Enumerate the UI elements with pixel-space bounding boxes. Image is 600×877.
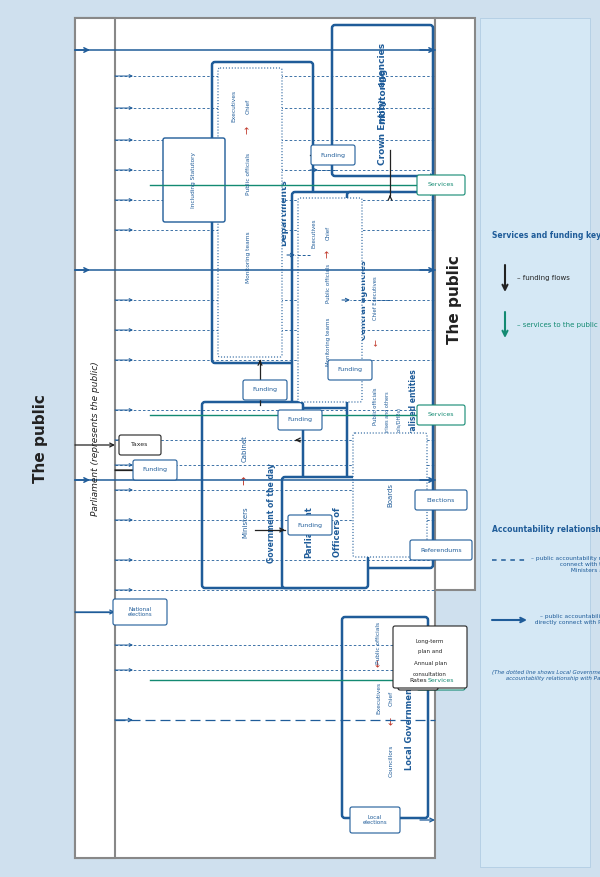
Text: Services: Services: [428, 412, 454, 417]
Text: Including Statutory: Including Statutory: [191, 152, 197, 208]
FancyBboxPatch shape: [417, 175, 465, 195]
FancyBboxPatch shape: [298, 198, 362, 402]
Bar: [480, 18, 590, 867]
Text: The public: The public: [32, 394, 47, 483]
FancyBboxPatch shape: [282, 477, 368, 588]
Text: Funding: Funding: [253, 388, 277, 393]
Text: Taxes: Taxes: [131, 443, 149, 447]
Text: Crown Entity: Crown Entity: [378, 100, 387, 165]
Text: (The dotted line shows Local Government's additional
 accountability relationshi: (The dotted line shows Local Government'…: [492, 670, 600, 681]
Text: Central agencies: Central agencies: [359, 260, 368, 340]
Text: Rates: Rates: [409, 678, 427, 682]
Text: Ministers: Ministers: [242, 506, 248, 538]
Text: →: →: [323, 250, 333, 258]
FancyBboxPatch shape: [347, 192, 433, 568]
Text: Services: Services: [428, 182, 454, 188]
FancyBboxPatch shape: [393, 626, 467, 688]
Text: plan and: plan and: [418, 650, 442, 654]
FancyBboxPatch shape: [398, 670, 438, 690]
Text: – public accountability relationships that
  directly connect with Parliament or: – public accountability relationships th…: [531, 614, 600, 624]
Text: National
elections: National elections: [128, 607, 152, 617]
Text: Chief: Chief: [246, 99, 251, 114]
FancyBboxPatch shape: [410, 540, 472, 560]
FancyBboxPatch shape: [288, 515, 332, 535]
Bar: [75, 18, 115, 858]
FancyBboxPatch shape: [292, 192, 393, 408]
Bar: [435, 18, 475, 590]
FancyBboxPatch shape: [163, 138, 225, 222]
Text: Funding: Funding: [337, 367, 362, 373]
Text: Boards: Boards: [387, 483, 393, 507]
FancyBboxPatch shape: [311, 145, 355, 165]
Text: – services to the public: – services to the public: [517, 322, 598, 328]
Text: Long-term: Long-term: [416, 638, 444, 644]
Text: ←: ←: [371, 339, 380, 346]
Text: agencies: agencies: [378, 42, 387, 87]
Text: Chief: Chief: [326, 225, 331, 240]
Text: Accountability relationships key: Accountability relationships key: [492, 525, 600, 534]
FancyBboxPatch shape: [119, 435, 161, 455]
FancyBboxPatch shape: [243, 380, 287, 400]
FancyBboxPatch shape: [278, 410, 322, 430]
Text: – funding flows: – funding flows: [517, 275, 570, 281]
FancyBboxPatch shape: [202, 402, 303, 588]
Text: The public: The public: [448, 255, 463, 345]
Text: Services and funding key: Services and funding key: [492, 231, 600, 239]
Text: ←: ←: [374, 659, 383, 667]
Text: Referendums: Referendums: [420, 547, 462, 553]
Text: Executives: Executives: [311, 218, 317, 247]
Text: Funding: Funding: [298, 523, 323, 527]
Text: consultation: consultation: [413, 672, 447, 676]
Text: Parliament (represents the public): Parliament (represents the public): [91, 361, 100, 516]
Text: Officers of: Officers of: [332, 508, 341, 558]
Text: Public officials: Public officials: [326, 264, 331, 303]
Text: Funding: Funding: [143, 467, 167, 473]
Text: Cabinet: Cabinet: [242, 435, 248, 461]
Text: Parliament: Parliament: [305, 507, 314, 559]
Text: Government of the day: Government of the day: [267, 463, 276, 563]
FancyBboxPatch shape: [212, 62, 313, 363]
Text: Crown entities (for example: Schools/DHBs): Crown entities (for example: Schools/DHB…: [397, 408, 402, 515]
Text: Annual plan: Annual plan: [413, 660, 446, 666]
Text: Executives: Executives: [376, 682, 381, 714]
FancyBboxPatch shape: [332, 25, 433, 176]
Text: Monitoring teams: Monitoring teams: [326, 317, 331, 367]
FancyBboxPatch shape: [417, 670, 465, 690]
Text: State-owned enterprises and others: State-owned enterprises and others: [385, 391, 390, 480]
FancyBboxPatch shape: [342, 617, 428, 818]
Text: Monitoring teams: Monitoring teams: [246, 231, 251, 282]
Bar: [75, 18, 435, 858]
Text: Chief: Chief: [389, 690, 394, 706]
Text: Departments: Departments: [279, 179, 288, 246]
FancyBboxPatch shape: [350, 807, 400, 833]
Text: Local
elections: Local elections: [362, 815, 388, 825]
Text: Decentralised entities: Decentralised entities: [409, 369, 419, 465]
Text: Chief Executives: Chief Executives: [373, 277, 378, 320]
FancyBboxPatch shape: [328, 360, 372, 380]
FancyBboxPatch shape: [417, 405, 465, 425]
FancyBboxPatch shape: [415, 490, 467, 510]
Text: →: →: [240, 476, 250, 485]
Text: ←: ←: [386, 717, 397, 725]
Text: Local Government: Local Government: [404, 684, 413, 770]
Text: Funding: Funding: [287, 417, 313, 423]
Text: Public officials: Public officials: [373, 387, 378, 424]
FancyBboxPatch shape: [353, 433, 427, 557]
Text: Public officials: Public officials: [376, 623, 381, 665]
FancyBboxPatch shape: [218, 68, 282, 357]
Text: – public accountability relationships that indirectly
  connect with the public : – public accountability relationships th…: [531, 556, 600, 573]
Text: monitoring: monitoring: [378, 68, 387, 125]
Text: Elections: Elections: [427, 497, 455, 503]
Text: →: →: [243, 125, 253, 134]
Text: Executives: Executives: [232, 90, 236, 123]
Text: Services: Services: [428, 678, 454, 682]
Text: Councillors: Councillors: [389, 745, 394, 777]
Text: Funding: Funding: [320, 153, 346, 158]
FancyBboxPatch shape: [113, 599, 167, 625]
FancyBboxPatch shape: [133, 460, 177, 480]
Text: Public officials: Public officials: [246, 153, 251, 196]
